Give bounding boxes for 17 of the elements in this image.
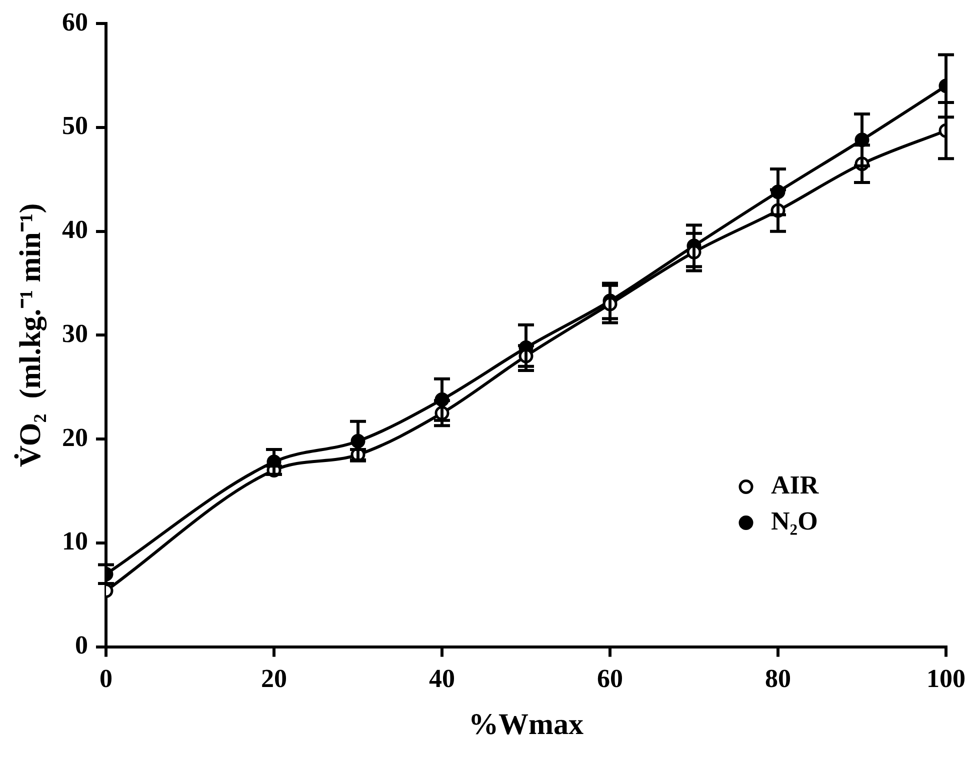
x-tick-label: 20 bbox=[261, 664, 287, 694]
y-tick-label: 50 bbox=[62, 111, 88, 140]
legend-label: AIR bbox=[771, 470, 819, 500]
x-tick-label: 60 bbox=[597, 664, 623, 694]
y-tick-label: 10 bbox=[62, 526, 88, 556]
x-tick-label: 40 bbox=[429, 664, 455, 694]
y-tick-label: 40 bbox=[62, 215, 88, 244]
y-tick-label: 20 bbox=[62, 422, 88, 452]
x-tick-label: 0 bbox=[100, 664, 112, 694]
y-tick-label: 30 bbox=[62, 318, 88, 348]
x-axis-title: %Wmax bbox=[468, 708, 584, 741]
y-tick-label: 60 bbox=[62, 7, 88, 36]
x-tick-label: 100 bbox=[926, 664, 966, 694]
x-tick-label: 80 bbox=[765, 664, 791, 694]
y-axis-title: V̇O₂ (ml.kg.⁻¹ min⁻¹) bbox=[14, 203, 47, 468]
legend-label: N₂O bbox=[771, 506, 818, 536]
y-tick-label: 0 bbox=[75, 630, 88, 660]
